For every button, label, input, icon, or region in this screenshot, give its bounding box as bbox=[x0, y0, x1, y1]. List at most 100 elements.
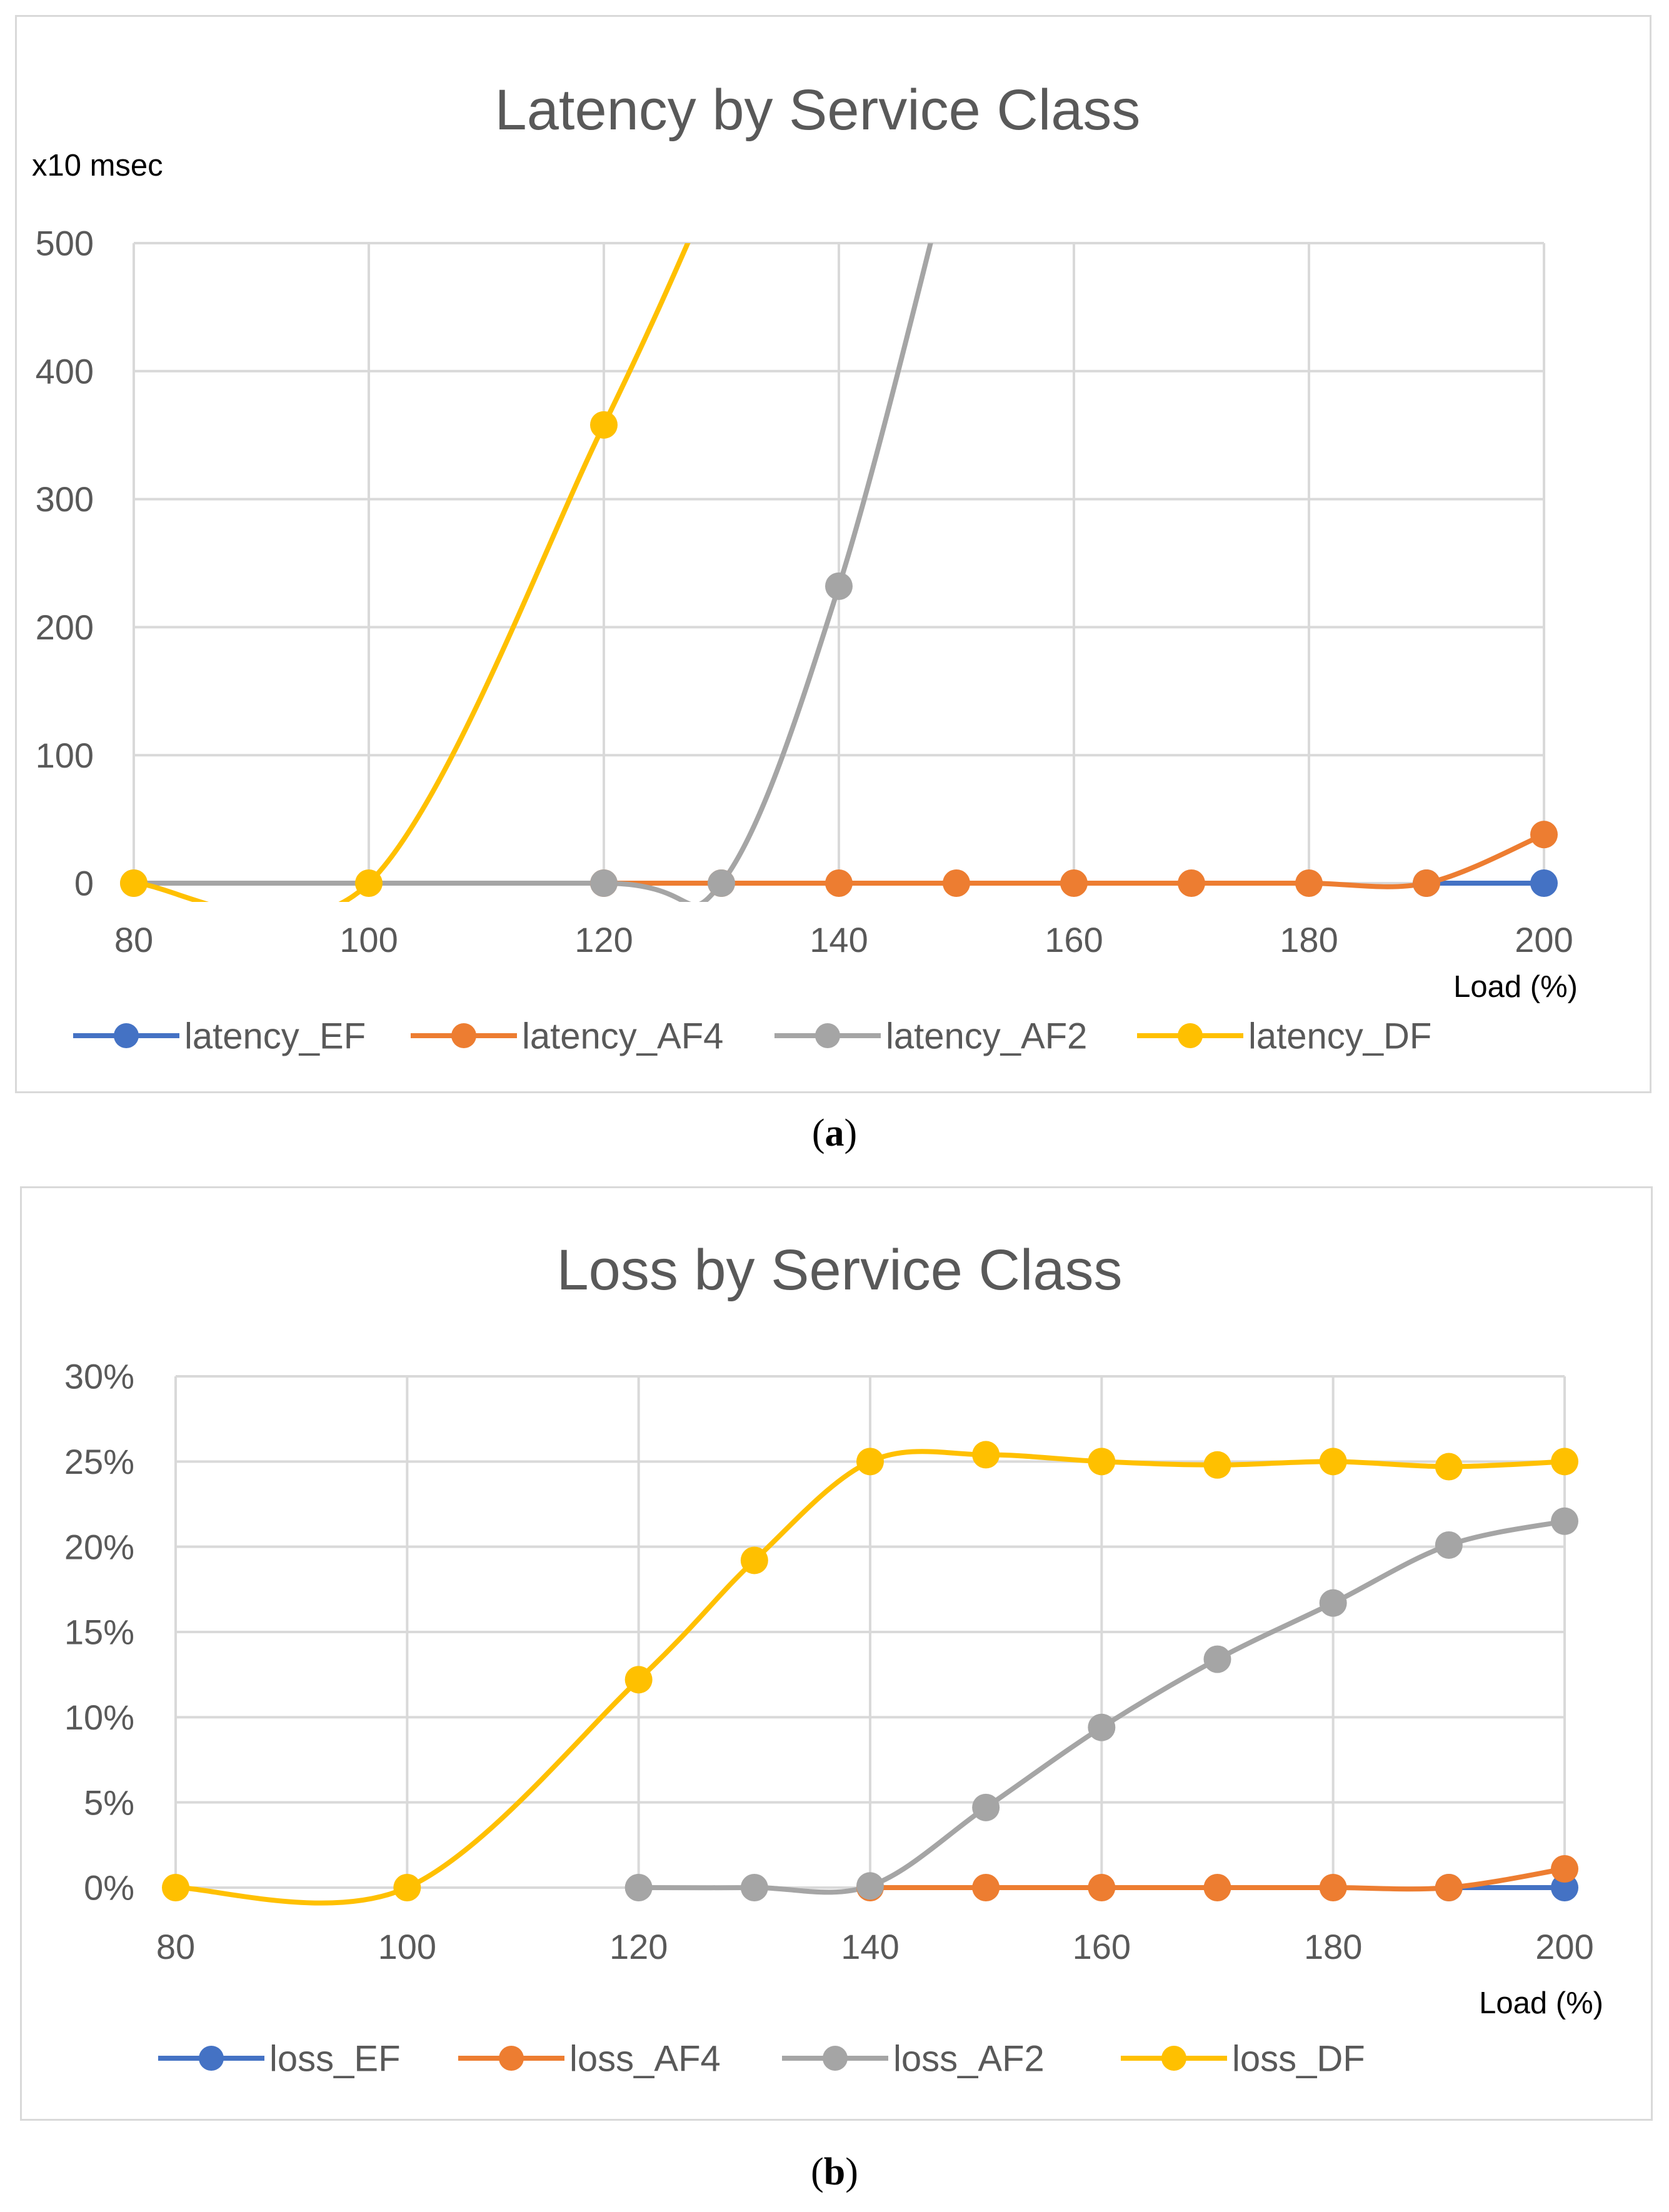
caption-a-close: ) bbox=[844, 1112, 858, 1154]
latency-x-axis-label: Load (%) bbox=[1453, 970, 1578, 1004]
latency-point-latency-af2 bbox=[708, 869, 735, 897]
loss-legend-label: loss_AF2 bbox=[893, 2038, 1045, 2079]
latency-x-tick-label: 200 bbox=[1515, 920, 1573, 959]
caption-b-close: ) bbox=[845, 2151, 858, 2193]
loss-point-loss-df bbox=[1551, 1448, 1578, 1476]
loss-point-loss-af2 bbox=[1319, 1589, 1347, 1617]
loss-point-loss-af4 bbox=[1551, 1855, 1578, 1883]
latency-y-tick-label: 100 bbox=[36, 736, 94, 775]
loss-x-tick-label: 160 bbox=[1073, 1927, 1131, 1966]
loss-point-loss-df bbox=[624, 1666, 653, 1694]
latency-legend-marker bbox=[815, 1023, 840, 1048]
latency-legend-marker bbox=[114, 1023, 139, 1048]
loss-x-tick-label: 100 bbox=[378, 1927, 436, 1966]
loss-point-loss-af2 bbox=[1088, 1713, 1116, 1741]
loss-point-loss-af2 bbox=[972, 1793, 1000, 1821]
latency-point-latency-af4 bbox=[1530, 821, 1558, 849]
latency-point-latency-af4 bbox=[825, 869, 853, 897]
loss-legend-item-loss-ef: loss_EF bbox=[158, 2038, 401, 2079]
loss-point-loss-af4 bbox=[1088, 1874, 1116, 1901]
loss-y-tick-label: 15% bbox=[64, 1613, 134, 1652]
caption-b-letter: b bbox=[823, 2151, 846, 2193]
latency-y-tick-label: 300 bbox=[36, 479, 94, 519]
loss-point-loss-df bbox=[740, 1546, 768, 1574]
loss-point-loss-af4 bbox=[1435, 1874, 1463, 1901]
latency-x-tick-label: 180 bbox=[1280, 920, 1338, 959]
latency-y-tick-label: 0 bbox=[74, 864, 94, 903]
latency-legend-item-latency-df: latency_DF bbox=[1137, 1016, 1431, 1056]
latency-point-latency-af2 bbox=[590, 869, 618, 897]
loss-y-tick-label: 30% bbox=[64, 1357, 134, 1396]
loss-x-tick-label: 120 bbox=[609, 1927, 668, 1966]
latency-legend-marker bbox=[451, 1023, 476, 1048]
loss-point-loss-df bbox=[856, 1448, 884, 1476]
caption-b: (b) bbox=[0, 2150, 1669, 2194]
loss-y-tick-label: 20% bbox=[64, 1527, 134, 1566]
loss-legend-marker bbox=[823, 2046, 848, 2071]
loss-point-loss-af2 bbox=[1203, 1645, 1231, 1673]
loss-legend-item-loss-af4: loss_AF4 bbox=[458, 2038, 721, 2079]
loss-x-tick-label: 200 bbox=[1535, 1927, 1593, 1966]
latency-chart: Latency by Service Class x10 msec 0 100 200 3… bbox=[32, 78, 1578, 1056]
latency-x-tick-label: 100 bbox=[339, 920, 398, 959]
loss-legend-item-loss-df: loss_DF bbox=[1121, 2038, 1365, 2079]
loss-x-tick-label: 80 bbox=[156, 1927, 195, 1966]
loss-point-loss-df bbox=[162, 1874, 189, 1901]
loss-point-loss-af2 bbox=[856, 1872, 884, 1900]
latency-point-latency-df bbox=[355, 869, 383, 897]
loss-point-loss-af2 bbox=[624, 1874, 653, 1901]
latency-chart-panel: Latency by Service Class x10 msec 0 100 200 3… bbox=[15, 15, 1651, 1093]
caption-a: (a) bbox=[0, 1111, 1669, 1156]
latency-series-line-latency-df bbox=[131, 243, 691, 902]
latency-legend-label: latency_AF4 bbox=[522, 1016, 723, 1056]
latency-legend-item-latency-ef: latency_EF bbox=[73, 1016, 366, 1056]
latency-y-axis-label: x10 msec bbox=[32, 149, 163, 183]
loss-y-tick-label: 10% bbox=[64, 1698, 134, 1737]
latency-series-line-latency-af2 bbox=[131, 243, 933, 902]
caption-a-letter: a bbox=[824, 1112, 845, 1154]
latency-legend-marker bbox=[1178, 1023, 1203, 1048]
loss-point-loss-af4 bbox=[972, 1874, 1000, 1901]
loss-legend-marker bbox=[1161, 2046, 1186, 2071]
loss-chart-panel: Loss by Service Class 0% 5% 10% 15% 20% 25% 30%… bbox=[20, 1186, 1653, 2121]
latency-x-tick-label: 140 bbox=[809, 920, 868, 959]
caption-b-open: ( bbox=[811, 2151, 824, 2193]
latency-point-latency-af4 bbox=[1060, 869, 1088, 897]
loss-point-loss-df bbox=[972, 1441, 1000, 1469]
loss-legend-label: loss_EF bbox=[269, 2038, 401, 2079]
latency-legend-label: latency_EF bbox=[184, 1016, 366, 1056]
latency-title: Latency by Service Class bbox=[495, 78, 1141, 142]
loss-point-loss-df bbox=[1319, 1448, 1347, 1476]
latency-legend-label: latency_DF bbox=[1248, 1016, 1431, 1056]
latency-point-latency-ef bbox=[1530, 869, 1558, 897]
latency-point-latency-df bbox=[120, 869, 148, 897]
loss-x-tick-label: 140 bbox=[841, 1927, 899, 1966]
latency-x-tick-label: 120 bbox=[574, 920, 633, 959]
loss-y-tick-label: 25% bbox=[64, 1442, 134, 1481]
latency-legend-item-latency-af4: latency_AF4 bbox=[411, 1016, 723, 1056]
loss-y-tick-label: 0% bbox=[84, 1868, 134, 1908]
latency-y-tick-label: 500 bbox=[36, 224, 94, 263]
latency-point-latency-df bbox=[590, 411, 618, 439]
latency-point-latency-af2 bbox=[825, 572, 853, 600]
loss-point-loss-af2 bbox=[1551, 1507, 1578, 1535]
loss-title: Loss by Service Class bbox=[557, 1238, 1123, 1302]
latency-y-tick-label: 200 bbox=[36, 608, 94, 647]
latency-point-latency-af4 bbox=[1295, 869, 1323, 897]
caption-a-open: ( bbox=[811, 1112, 825, 1154]
loss-point-loss-df bbox=[1088, 1448, 1116, 1476]
loss-point-loss-af2 bbox=[1435, 1531, 1463, 1559]
loss-legend-item-loss-af2: loss_AF2 bbox=[782, 2038, 1045, 2079]
loss-chart: Loss by Service Class 0% 5% 10% 15% 20% 25% 30%… bbox=[64, 1238, 1603, 2079]
loss-point-loss-df bbox=[393, 1874, 421, 1901]
loss-x-tick-label: 180 bbox=[1304, 1927, 1362, 1966]
latency-y-tick-label: 400 bbox=[36, 351, 94, 391]
loss-x-axis-label: Load (%) bbox=[1479, 1986, 1603, 2020]
loss-point-loss-df bbox=[1435, 1453, 1463, 1481]
loss-point-loss-df bbox=[1203, 1451, 1231, 1479]
latency-point-latency-af4 bbox=[1413, 869, 1440, 897]
latency-legend-item-latency-af2: latency_AF2 bbox=[774, 1016, 1087, 1056]
loss-legend-label: loss_DF bbox=[1232, 2038, 1365, 2079]
latency-legend-label: latency_AF2 bbox=[886, 1016, 1087, 1056]
latency-x-tick-label: 160 bbox=[1045, 920, 1103, 959]
